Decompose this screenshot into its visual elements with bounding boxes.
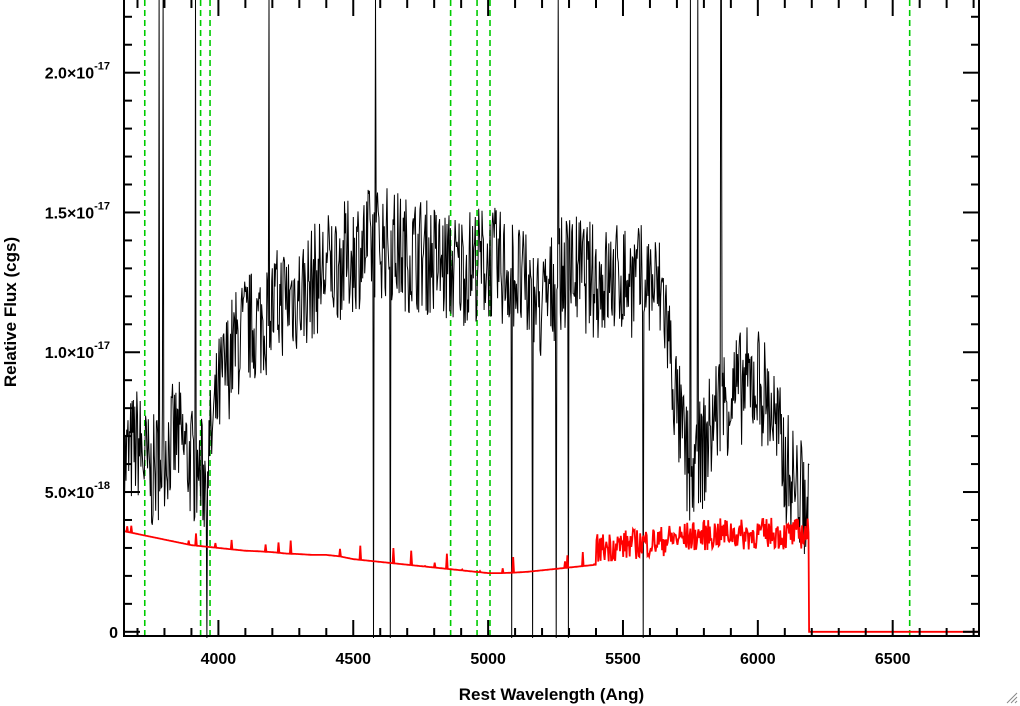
x-tick-label: 5000 (470, 651, 506, 668)
series-error (123, 517, 979, 633)
y-tick-label: 0 (109, 625, 118, 642)
x-tick-label: 6000 (740, 651, 776, 668)
y-tick-exponent: -17 (94, 340, 110, 352)
series-spectrum (123, 0, 810, 639)
y-tick-mantissa: 0 (109, 625, 118, 642)
y-tick-exponent: -18 (94, 480, 110, 492)
y-axis: 05.0×10-181.0×10-171.5×10-172.0×10-17 (45, 15, 979, 642)
reference-line-group (143, 0, 911, 636)
x-axis-title: Rest Wavelength (Ang) (459, 685, 644, 704)
x-tick-label: 4000 (201, 651, 237, 668)
y-tick-mantissa: 1.5×10 (45, 205, 94, 222)
resize-grip-icon[interactable] (1004, 690, 1018, 704)
x-tick-label: 4500 (335, 651, 371, 668)
y-tick-mantissa: 1.0×10 (45, 345, 94, 362)
plot-frame (123, 0, 980, 637)
x-tick-label: 5500 (605, 651, 641, 668)
y-tick-label: 5.0×10-18 (45, 480, 110, 502)
x-tick-label: 6500 (875, 651, 911, 668)
series-group (123, 0, 979, 639)
y-tick-label: 1.0×10-17 (45, 340, 110, 362)
y-tick-exponent: -17 (94, 200, 110, 212)
y-tick-mantissa: 2.0×10 (45, 66, 94, 83)
y-tick-mantissa: 5.0×10 (45, 485, 94, 502)
y-tick-label: 2.0×10-17 (45, 61, 110, 83)
y-tick-label: 1.5×10-17 (45, 200, 110, 222)
y-axis-title: Relative Flux (cgs) (1, 237, 20, 387)
y-tick-exponent: -17 (94, 61, 110, 73)
x-axis: 4000 4500 5000 5500 6000 6500 (136, 0, 975, 668)
